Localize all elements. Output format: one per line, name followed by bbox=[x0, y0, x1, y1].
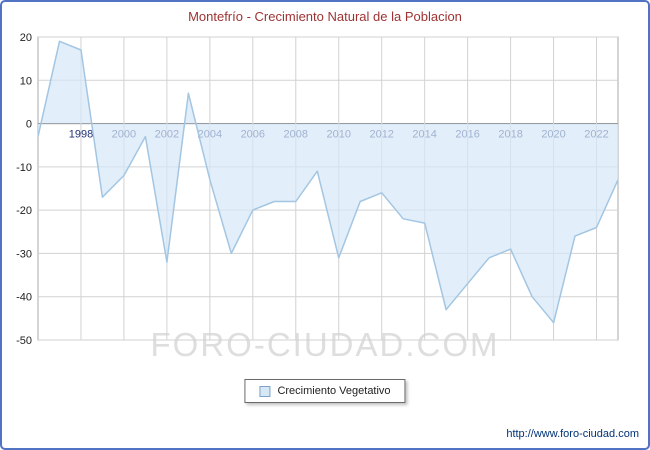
y-tick-label: -20 bbox=[16, 205, 32, 217]
y-tick-label: 0 bbox=[26, 119, 32, 131]
y-tick-label: -30 bbox=[16, 248, 32, 260]
y-tick-label: 20 bbox=[20, 32, 32, 44]
y-tick-label: -10 bbox=[16, 162, 32, 174]
y-tick-label: -50 bbox=[16, 335, 32, 347]
trend-line bbox=[37, 40, 619, 324]
chart-title: Montefrío - Crecimiento Natural de la Po… bbox=[188, 9, 462, 24]
y-tick-label: 10 bbox=[20, 75, 32, 87]
footer-url: http://www.foro-ciudad.com bbox=[506, 428, 639, 440]
legend-swatch-icon bbox=[259, 385, 271, 397]
area-fill bbox=[38, 41, 618, 323]
legend-label: Crecimiento Vegetativo bbox=[277, 385, 391, 397]
watermark-text: FORO-CIUDAD.COM bbox=[150, 326, 500, 363]
area-chart: 20100-10-20-30-40-5019982000200220042006… bbox=[16, 32, 619, 347]
x-tick-label: 1998 bbox=[69, 129, 93, 141]
y-tick-label: -40 bbox=[16, 292, 32, 304]
chart-legend: Crecimiento Vegetativo bbox=[244, 379, 406, 403]
